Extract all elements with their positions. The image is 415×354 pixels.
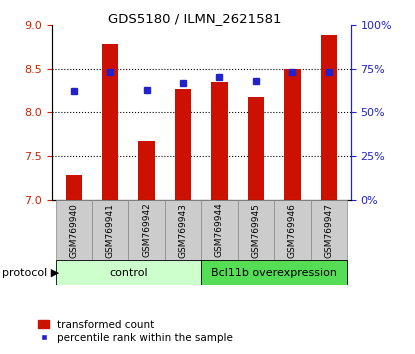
Bar [321,35,337,200]
Bar [238,200,274,260]
Bar [175,89,191,200]
Text: GDS5180 / ILMN_2621581: GDS5180 / ILMN_2621581 [108,12,282,25]
Text: GSM769945: GSM769945 [251,202,261,258]
Text: GSM769941: GSM769941 [106,202,115,258]
Bar [139,141,155,200]
Text: GSM769942: GSM769942 [142,203,151,257]
Text: GSM769940: GSM769940 [69,202,78,258]
Bar [92,200,128,260]
Bar [201,260,347,285]
Bar [274,200,310,260]
Bar [248,97,264,200]
Bar [56,260,201,285]
Bar [310,200,347,260]
Bar [165,200,201,260]
Text: GSM769946: GSM769946 [288,202,297,258]
Text: Bcl11b overexpression: Bcl11b overexpression [211,268,337,278]
Text: GSM769944: GSM769944 [215,203,224,257]
Bar [128,200,165,260]
Bar [56,200,92,260]
Text: protocol ▶: protocol ▶ [2,268,59,278]
Text: GSM769943: GSM769943 [178,202,188,258]
Bar [284,69,300,200]
Bar [66,176,82,200]
Bar [211,82,228,200]
Bar [102,44,118,200]
Bar [201,200,238,260]
Legend: transformed count, percentile rank within the sample: transformed count, percentile rank withi… [34,315,237,347]
Text: control: control [109,268,148,278]
Text: GSM769947: GSM769947 [324,202,333,258]
